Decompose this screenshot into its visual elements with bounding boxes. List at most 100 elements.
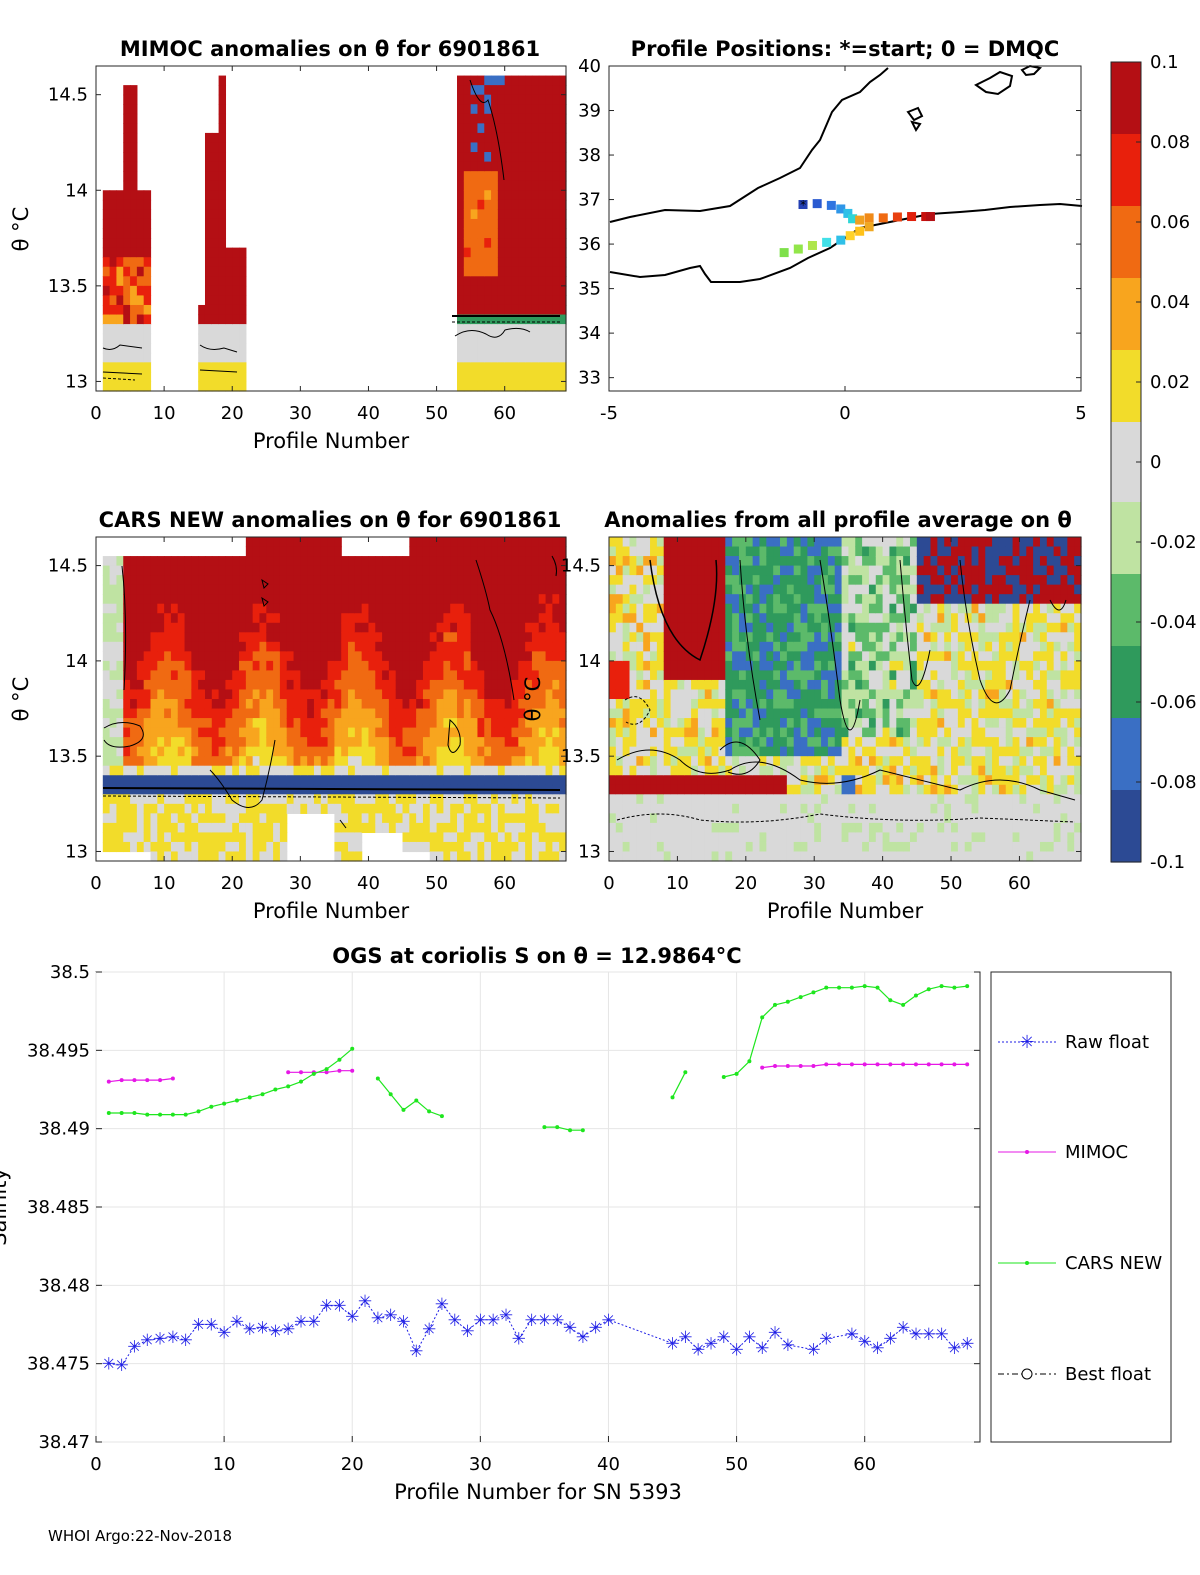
heatmap-cell <box>123 784 131 795</box>
heatmap-cell <box>361 727 370 738</box>
heatmap-cell <box>416 537 424 548</box>
heatmap-cell <box>416 746 424 757</box>
colorbar-segment <box>1111 614 1141 623</box>
heatmap-cell <box>354 632 363 643</box>
heatmap-cell <box>497 841 506 853</box>
heatmap-cell <box>232 727 240 738</box>
heatmap-cell <box>759 537 767 548</box>
heatmap-cell <box>834 756 843 767</box>
heatmap-cell <box>691 832 699 843</box>
heatmap-cell <box>409 727 417 738</box>
heatmap-cell <box>252 775 261 786</box>
heatmap-cell <box>239 813 247 824</box>
heatmap-cell <box>218 584 227 595</box>
y-tick-label: 34 <box>578 323 601 344</box>
heatmap-cell <box>307 765 315 776</box>
heatmap-cell <box>889 546 897 557</box>
heatmap-cell <box>211 679 220 691</box>
heatmap-cell <box>341 689 349 700</box>
heatmap-cell <box>497 546 506 557</box>
heatmap-cell <box>511 537 519 548</box>
heatmap-cell <box>382 775 390 786</box>
heatmap-cell <box>443 708 451 719</box>
heatmap-cell <box>218 727 227 738</box>
heatmap-cell <box>150 765 158 776</box>
heatmap-cell <box>807 832 815 843</box>
heatmap-cell <box>848 603 856 614</box>
heatmap-cell <box>457 603 465 614</box>
colorbar-segment <box>1111 254 1141 263</box>
heatmap-cell <box>293 594 301 605</box>
heatmap-cell <box>650 737 658 748</box>
heatmap-cell <box>538 794 547 805</box>
heatmap-cell <box>477 199 485 210</box>
heatmap-cell <box>286 794 295 805</box>
heatmap-cell <box>211 584 220 595</box>
heatmap-cell <box>450 670 458 681</box>
heatmap-cell <box>143 295 152 306</box>
heatmap-cell <box>615 708 624 719</box>
heatmap-cell <box>697 784 706 795</box>
heatmap-cell <box>348 584 356 595</box>
heatmap-cell <box>470 794 479 805</box>
heatmap-cell <box>422 651 431 662</box>
heatmap-cell <box>225 746 233 757</box>
heatmap-cell <box>123 132 131 144</box>
map-profile-marker <box>907 212 917 222</box>
heatmap-cell <box>807 803 815 814</box>
heatmap-cell <box>211 314 220 325</box>
heatmap-cell <box>429 832 438 843</box>
heatmap-cell <box>691 584 699 595</box>
heatmap-cell <box>123 575 131 586</box>
heatmap-cell <box>361 584 370 595</box>
heatmap-cell <box>531 765 540 776</box>
heatmap-cell <box>136 257 145 268</box>
heatmap-cell <box>286 689 295 700</box>
heatmap-cell <box>245 689 254 700</box>
heatmap-cell <box>204 276 213 287</box>
heatmap-cell <box>218 832 227 843</box>
heatmap-cell <box>218 708 227 719</box>
heatmap-cell <box>245 622 254 633</box>
heatmap-cell <box>123 641 131 652</box>
heatmap-cell <box>609 718 617 729</box>
heatmap-cell <box>766 813 774 824</box>
heatmap-cell <box>511 813 519 824</box>
heatmap-cell <box>650 775 658 786</box>
heatmap-cell <box>388 737 397 748</box>
heatmap-cell <box>470 546 479 557</box>
heatmap-cell <box>650 603 658 614</box>
heatmap-cell <box>518 247 526 258</box>
heatmap-cell <box>266 651 274 662</box>
heatmap-cell <box>123 594 131 605</box>
heatmap-cell <box>313 622 322 633</box>
heatmap-cell <box>875 794 884 805</box>
heatmap-cell <box>136 727 145 738</box>
heatmap-cell <box>143 190 152 201</box>
heatmap-cell <box>477 841 485 853</box>
heatmap-cell <box>725 822 733 834</box>
heatmap-cell <box>752 622 761 633</box>
heatmap-cell <box>102 556 111 567</box>
heatmap-cell <box>504 803 513 814</box>
heatmap-cell <box>834 537 843 548</box>
heatmap-cell <box>909 756 918 767</box>
heatmap-cell <box>511 314 519 325</box>
colorbar-tick-label: -0.02 <box>1150 532 1197 553</box>
heatmap-cell <box>684 651 692 662</box>
heatmap-cell <box>130 746 138 757</box>
heatmap-cell <box>470 765 479 776</box>
heatmap-cell <box>531 228 540 239</box>
heatmap-cell <box>504 238 513 249</box>
heatmap-cell <box>518 285 526 297</box>
heatmap-cell <box>559 113 567 124</box>
heatmap-cell <box>896 775 904 786</box>
heatmap-cell <box>252 679 261 691</box>
heatmap-cell <box>545 190 553 201</box>
heatmap-cell <box>677 660 685 672</box>
heatmap-cell <box>143 699 152 710</box>
heatmap-cell <box>300 679 308 691</box>
heatmap-cell <box>545 266 553 277</box>
heatmap-cell <box>307 641 315 652</box>
heatmap-cell <box>677 775 685 786</box>
